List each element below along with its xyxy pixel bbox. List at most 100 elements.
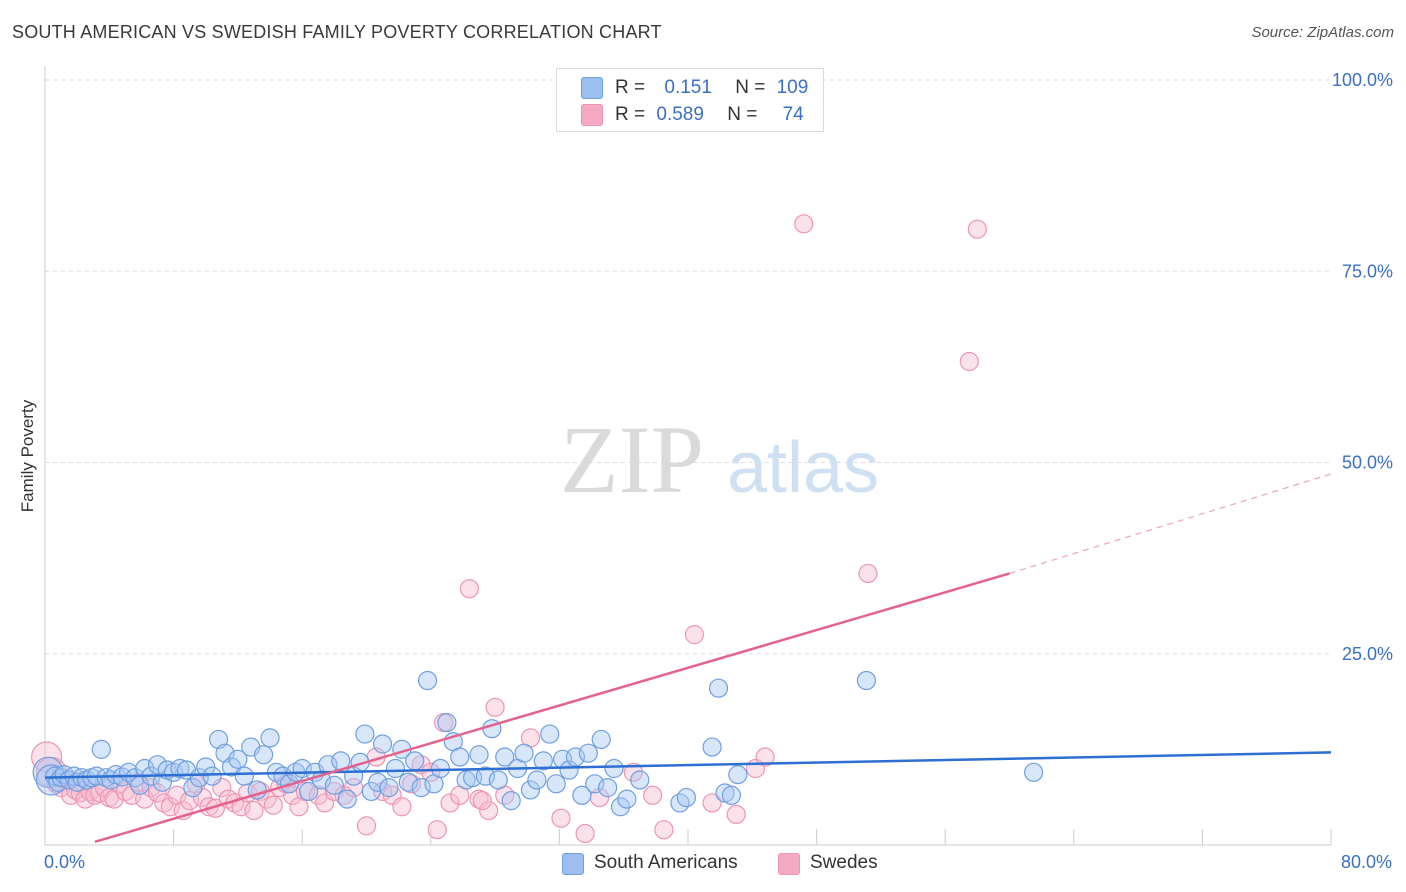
data-point [856, 670, 877, 691]
stats-text: R = 0.151 N = 109 [615, 77, 808, 99]
data-point [356, 816, 377, 836]
data-point [379, 778, 399, 798]
stats-text: R = 0.589 N = 74 [615, 104, 804, 126]
x-tick-label-min: 0.0% [44, 852, 86, 872]
data-point [794, 214, 814, 234]
data-point [623, 762, 643, 782]
r-value: 0.589 [656, 104, 704, 125]
legend-swatch-pink [778, 853, 800, 875]
data-point [244, 800, 264, 821]
data-point [643, 785, 663, 805]
data-point [234, 766, 254, 786]
trend-lines [44, 473, 1332, 844]
data-point [202, 766, 222, 786]
x-tick-label-max: 80.0% [1340, 852, 1392, 872]
data-point [430, 758, 451, 779]
data-point [617, 789, 637, 809]
data-point [684, 625, 705, 645]
data-point [459, 579, 479, 599]
legend-label: Swedes [810, 852, 878, 873]
data-point [273, 766, 293, 786]
data-point [1024, 762, 1044, 782]
data-point [630, 770, 650, 790]
data-point [575, 823, 595, 844]
data-point [135, 758, 155, 779]
data-point [676, 787, 696, 808]
data-point [437, 712, 457, 733]
data-point [411, 778, 431, 798]
data-point [401, 774, 422, 794]
data-point [368, 772, 388, 792]
data-point [170, 758, 190, 779]
y-tick-label-100: 100.0% [1332, 70, 1393, 90]
data-point [405, 751, 425, 771]
data-point [488, 770, 508, 790]
data-point [585, 774, 605, 794]
data-point [520, 780, 541, 800]
legend-swatch-blue [581, 77, 603, 99]
data-point [299, 781, 319, 802]
data-point [147, 755, 168, 775]
legend-swatch-pink [581, 104, 603, 126]
data-point [385, 758, 406, 779]
y-tick-label-50: 50.0% [1342, 453, 1393, 473]
data-point [398, 772, 418, 792]
data-point [324, 775, 344, 795]
y-axis-label: Family Poverty [18, 399, 37, 513]
data-point [654, 820, 674, 840]
data-point [702, 793, 722, 813]
data-point [337, 789, 357, 809]
data-point [263, 795, 283, 815]
data-point [254, 745, 274, 765]
data-point [540, 724, 560, 744]
data-point [755, 747, 775, 767]
data-point [392, 797, 412, 817]
grid-lines [45, 79, 1331, 655]
data-point [228, 749, 248, 769]
data-point [702, 737, 722, 757]
data-point [495, 747, 515, 767]
data-point [721, 785, 742, 805]
trend-line-swedes [94, 572, 1010, 844]
data-point [546, 774, 566, 794]
data-point [726, 804, 746, 825]
stats-legend: R = 0.151 N = 109 R = 0.589 N = 74 [556, 68, 824, 132]
chart-title: SOUTH AMERICAN VS SWEDISH FAMILY POVERTY… [12, 22, 662, 42]
data-point [475, 766, 496, 786]
data-point [260, 728, 280, 748]
data-point [469, 745, 489, 765]
watermark-zip: ZIP [560, 406, 704, 513]
trend-line-south-americans [44, 751, 1332, 779]
data-point [160, 797, 180, 817]
data-point [572, 785, 592, 805]
data-point [967, 219, 987, 239]
data-point [91, 739, 111, 759]
data-point [147, 783, 168, 803]
r-value: 0.151 [664, 77, 712, 98]
data-point [604, 758, 624, 779]
data-point [308, 785, 328, 805]
legend-swatch-blue [562, 853, 584, 875]
data-point [450, 747, 470, 767]
axes [44, 66, 1332, 846]
y-tick-label-25: 25.0% [1342, 644, 1393, 664]
data-point [501, 791, 521, 811]
data-point [728, 765, 748, 785]
series-swedes-points [31, 214, 987, 844]
y-tick-label-75: 75.0% [1342, 261, 1393, 281]
data-point [858, 563, 878, 584]
data-point [610, 797, 631, 817]
data-point [282, 785, 303, 805]
data-point [372, 734, 393, 754]
data-point [670, 793, 690, 813]
data-point [417, 670, 438, 691]
data-point [440, 793, 460, 813]
legend-label: South Americans [594, 852, 738, 873]
watermark: ZIP atlas [560, 406, 879, 513]
data-point [427, 820, 447, 840]
r-label: R = [615, 104, 646, 125]
data-point [527, 770, 547, 790]
data-point [183, 778, 203, 798]
data-point [472, 791, 492, 811]
